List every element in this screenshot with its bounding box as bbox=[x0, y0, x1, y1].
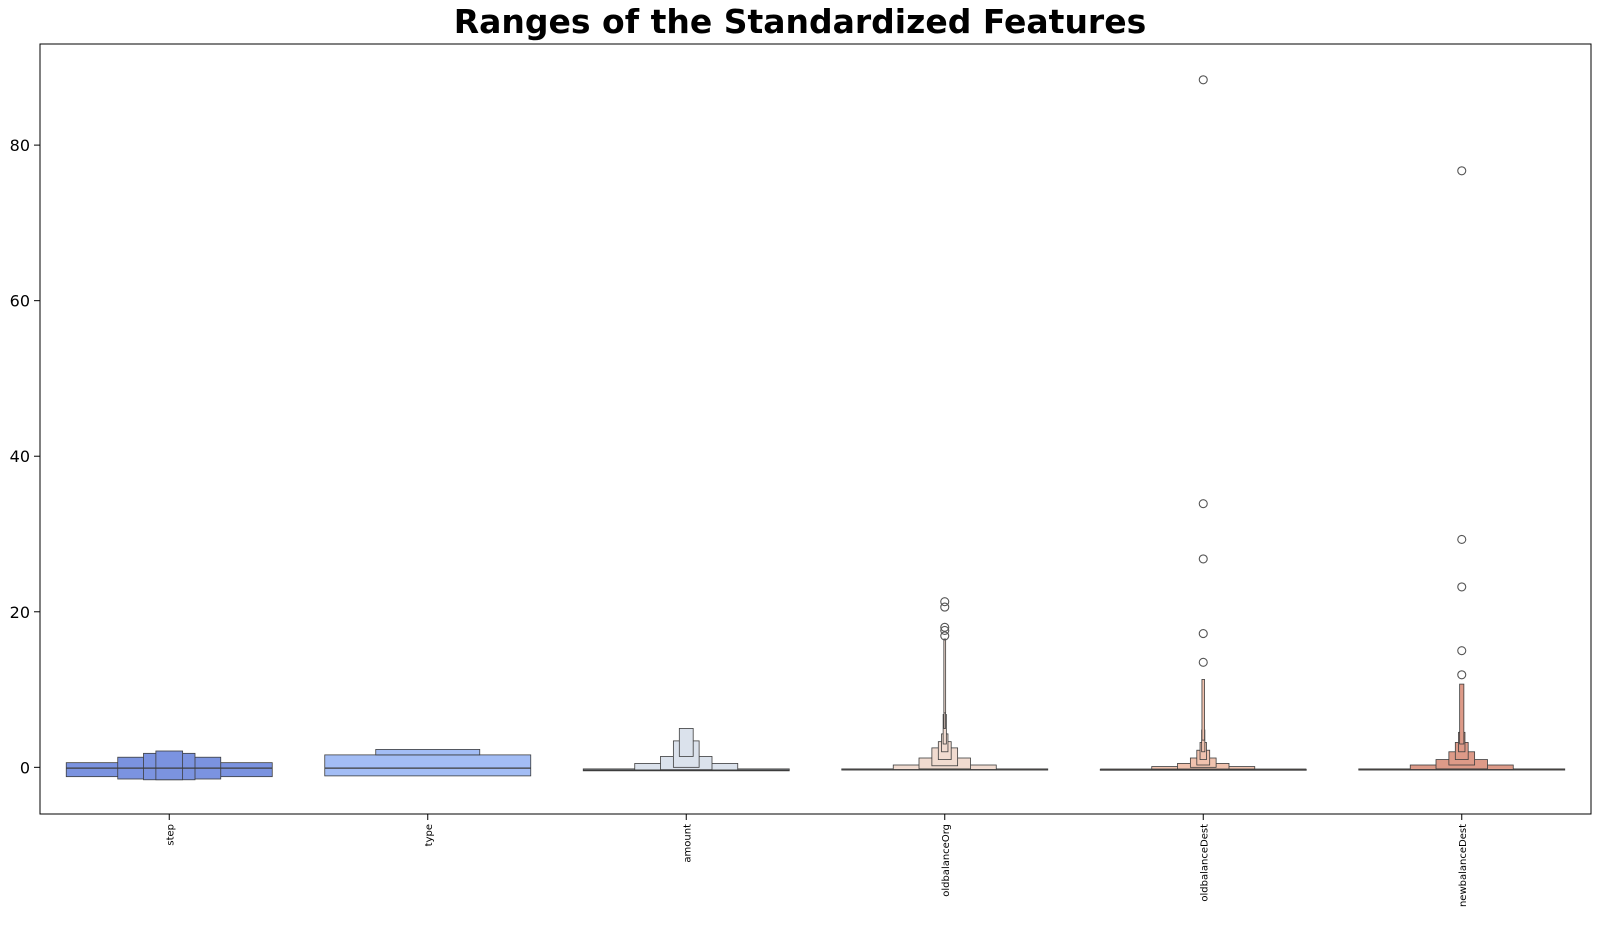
box-level-4 bbox=[155, 750, 184, 781]
box-level-7 bbox=[1459, 683, 1465, 745]
outlier-point bbox=[1198, 629, 1208, 639]
y-tick-label: 0 bbox=[20, 758, 30, 777]
x-tick-label: amount bbox=[682, 824, 693, 863]
outlier-point bbox=[1198, 499, 1208, 509]
x-tick-label: step bbox=[165, 824, 176, 846]
boxen-oldbalanceDest bbox=[1099, 75, 1307, 771]
outlier-point bbox=[1198, 657, 1208, 667]
x-tick-label: type bbox=[424, 824, 435, 846]
y-tick-label: 20 bbox=[10, 603, 30, 622]
boxen-type bbox=[324, 749, 532, 777]
outlier-point bbox=[1198, 554, 1208, 564]
outlier-point bbox=[1457, 166, 1467, 176]
plot-frame bbox=[39, 43, 1592, 815]
plot-marks bbox=[65, 75, 1566, 781]
box-level-5 bbox=[678, 728, 694, 757]
y-axis: 0 20 40 60 80 bbox=[10, 136, 40, 777]
y-tick-label: 80 bbox=[10, 136, 30, 155]
chart-title: Ranges of the Standardized Features bbox=[453, 2, 1147, 41]
box-level-2 bbox=[375, 749, 481, 756]
x-tick-label: oldbalanceDest bbox=[1199, 824, 1210, 902]
outlier-point bbox=[940, 622, 950, 632]
outlier-point bbox=[940, 625, 950, 635]
outlier-point bbox=[1457, 582, 1467, 592]
outlier-point bbox=[1457, 534, 1467, 544]
outlier-point bbox=[1457, 646, 1467, 656]
outlier-point bbox=[940, 631, 950, 641]
boxen-newbalanceDest bbox=[1358, 166, 1566, 771]
boxen-step bbox=[65, 750, 273, 781]
outlier-point bbox=[940, 602, 950, 612]
boxen-amount bbox=[582, 728, 790, 772]
x-tick-label: newbalanceDest bbox=[1458, 824, 1469, 907]
box-level-8 bbox=[1201, 679, 1205, 741]
y-tick-label: 60 bbox=[10, 292, 30, 311]
box-level-1 bbox=[324, 754, 532, 777]
outlier-point bbox=[940, 597, 950, 607]
outlier-point bbox=[1457, 670, 1467, 680]
x-axis: step type amount oldbalanceOrg oldbalanceDes… bbox=[165, 814, 1469, 907]
outlier-point bbox=[1198, 75, 1208, 85]
x-tick-label: oldbalanceOrg bbox=[941, 824, 952, 897]
box-level-9 bbox=[943, 638, 947, 714]
boxen-oldbalanceOrg bbox=[841, 597, 1049, 771]
y-tick-label: 40 bbox=[10, 447, 30, 466]
